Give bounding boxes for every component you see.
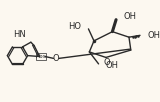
- Text: OH: OH: [147, 31, 160, 40]
- Text: OH: OH: [106, 61, 119, 70]
- FancyBboxPatch shape: [36, 53, 46, 60]
- Text: O: O: [104, 58, 110, 67]
- Text: HO: HO: [68, 22, 81, 31]
- Text: Abs: Abs: [36, 54, 46, 59]
- Text: O: O: [53, 54, 60, 63]
- Text: HN: HN: [13, 30, 26, 39]
- Text: OH: OH: [124, 12, 136, 21]
